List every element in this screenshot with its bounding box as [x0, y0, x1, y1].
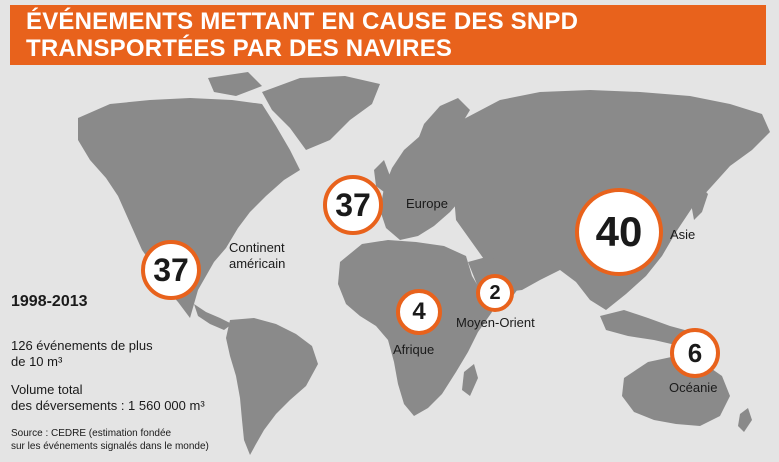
label-africa-line1: Afrique [393, 342, 435, 357]
source-line2: sur les événements signalés dans le mond… [11, 441, 209, 452]
greenland-shape [262, 76, 380, 150]
volume-line1: Volume total [11, 382, 83, 397]
label-oceania: Océanie [669, 380, 717, 396]
count-asia: 40 [595, 208, 643, 255]
label-asia-line1: Asie [670, 227, 696, 242]
label-americas-line2: américain [229, 256, 286, 271]
source-note: Source : CEDRE (estimation fondée sur le… [11, 427, 209, 453]
uk-shape [374, 160, 390, 192]
title-line-1: ÉVÉNEMENTS METTANT EN CAUSE DES SNPD [26, 8, 579, 35]
count-bubble-americas: 37 [141, 240, 201, 300]
new-zealand-shape [738, 408, 752, 432]
north-america-shape [78, 98, 300, 318]
count-africa: 4 [412, 298, 426, 325]
count-bubble-africa: 4 [396, 289, 442, 335]
count-americas: 37 [153, 251, 189, 288]
events-line1: 126 événements de plus [11, 338, 153, 353]
label-middle-east: Moyen-Orient [456, 315, 535, 331]
events-stat: 126 événements de plus de 10 m³ [11, 338, 153, 370]
count-bubble-middle-east: 2 [476, 274, 514, 312]
label-europe: Europe [406, 196, 448, 212]
label-americas-line1: Continent [229, 240, 285, 255]
count-europe: 37 [335, 186, 371, 223]
central-america-shape [194, 304, 232, 330]
arctic-islands-shape [208, 72, 262, 96]
source-line1: Source : CEDRE (estimation fondée [11, 428, 172, 439]
japan-shape [690, 186, 708, 220]
label-africa: Afrique [393, 342, 434, 358]
volume-line2: des déversements : 1 560 000 m³ [11, 398, 205, 413]
count-bubble-oceania: 6 [670, 328, 720, 378]
label-oceania-line1: Océanie [669, 380, 718, 395]
events-line2: de 10 m³ [11, 354, 63, 369]
count-bubble-asia: 40 [575, 188, 663, 276]
scandinavia-shape [414, 98, 470, 160]
title-line-2: TRANSPORTÉES PAR DES NAVIRES [26, 35, 453, 62]
label-americas: Continent américain [229, 240, 285, 272]
label-europe-line1: Europe [406, 196, 448, 211]
count-bubble-europe: 37 [323, 175, 383, 235]
count-middle-east: 2 [489, 281, 501, 304]
label-asia: Asie [670, 227, 695, 243]
south-america-shape [226, 318, 318, 455]
period-label: 1998-2013 [11, 293, 88, 310]
title-banner: ÉVÉNEMENTS METTANT EN CAUSE DES SNPD TRA… [10, 5, 766, 65]
label-middle-east-line1: Moyen-Orient [456, 315, 535, 330]
count-oceania: 6 [687, 337, 703, 368]
volume-stat: Volume total des déversements : 1 560 00… [11, 382, 205, 414]
madagascar-shape [462, 364, 478, 396]
